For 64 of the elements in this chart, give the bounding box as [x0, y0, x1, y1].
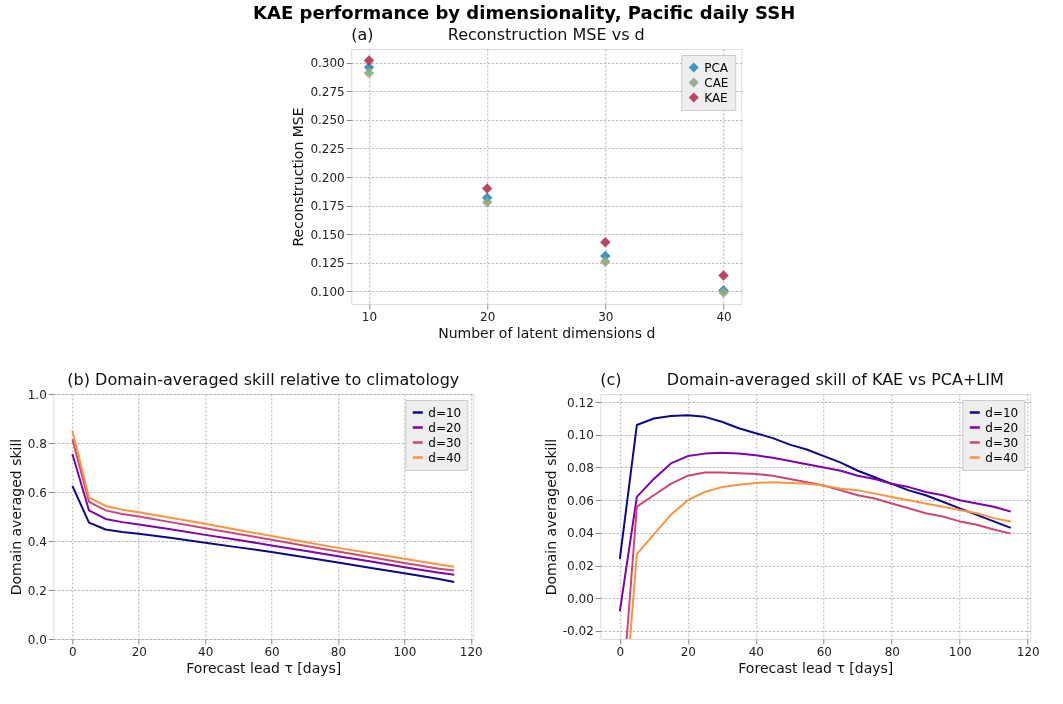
y-tick-label: 0.175 — [310, 199, 345, 214]
x-axis-title: Forecast lead τ [days] — [738, 659, 894, 676]
y-tick-label: 0.225 — [310, 141, 345, 156]
x-tick-label: 30 — [598, 309, 614, 324]
y-tick-label: 0.250 — [310, 113, 345, 128]
x-tick-label: 40 — [198, 644, 214, 659]
x-axis-title: Forecast lead τ [days] — [186, 659, 342, 676]
y-tick-label: 0.300 — [310, 56, 345, 71]
legend-label: KAE — [704, 90, 728, 105]
y-tick-label: 0.100 — [310, 284, 345, 299]
y-tick-label: 0.12 — [567, 395, 594, 410]
y-tick-label: 0.04 — [567, 526, 594, 541]
y-tick-label: 0.275 — [310, 84, 345, 99]
x-tick-label: 80 — [884, 644, 900, 659]
legend-label: d=40 — [428, 450, 462, 465]
y-tick-label: 0.00 — [567, 591, 594, 606]
y-tick-label: 0.0 — [27, 632, 47, 647]
y-tick-label: 0.150 — [310, 227, 345, 242]
legend-label: d=30 — [428, 435, 462, 450]
y-tick-label: 0.06 — [567, 493, 594, 508]
y-axis-title: Domain averaged skill — [7, 438, 24, 596]
x-tick-label: 20 — [131, 644, 147, 659]
x-tick-label: 10 — [361, 309, 378, 324]
chart-title: Domain-averaged skill of KAE vs PCA+LIM — [666, 370, 1004, 389]
x-tick-label: 20 — [680, 644, 696, 659]
y-tick-label: 0.8 — [27, 436, 47, 451]
y-tick-label: 0.6 — [27, 485, 47, 500]
legend-label: d=40 — [985, 450, 1019, 465]
x-tick-label: 60 — [264, 644, 280, 659]
legend-label: CAE — [704, 75, 729, 90]
legend-label: d=10 — [985, 405, 1019, 420]
y-tick-label: 0.4 — [27, 534, 47, 549]
y-tick-label: 0.200 — [310, 170, 345, 185]
legend-label: d=30 — [985, 435, 1019, 450]
x-tick-label: 0 — [616, 644, 625, 659]
y-tick-label: -0.02 — [562, 624, 594, 639]
y-tick-label: 0.02 — [567, 559, 594, 573]
x-tick-label: 0 — [69, 644, 77, 659]
chart-title: KAE performance by dimensionality, Pacific daily SSH — [253, 1, 796, 23]
y-tick-label: 1.0 — [27, 387, 47, 402]
y-tick-label: 0.08 — [567, 461, 594, 475]
y-axis-title: Reconstruction MSE — [290, 107, 307, 247]
x-tick-label: 40 — [716, 309, 732, 324]
x-tick-label: 60 — [816, 644, 832, 659]
x-tick-label: 120 — [459, 644, 483, 659]
legend-label: d=20 — [428, 420, 462, 435]
y-tick-label: 0.125 — [310, 256, 345, 271]
legend-label: d=20 — [985, 420, 1019, 435]
y-tick-label: 0.10 — [567, 428, 594, 443]
text: (c) — [600, 370, 622, 389]
x-tick-label: 100 — [948, 644, 972, 659]
chart-title: (b) Domain-averaged skill relative to climatology — [67, 370, 460, 389]
y-axis-title: Domain averaged skill — [542, 438, 559, 596]
chart-subtitle: Reconstruction MSE vs d — [447, 25, 645, 44]
text: (a) — [351, 25, 374, 44]
legend-label: d=10 — [428, 405, 462, 420]
x-axis-title: Number of latent dimensions d — [438, 324, 656, 341]
x-tick-label: 20 — [480, 309, 496, 324]
legend-label: PCA — [704, 60, 729, 75]
x-tick-label: 80 — [330, 644, 347, 659]
x-tick-label: 120 — [1016, 644, 1040, 659]
x-tick-label: 40 — [748, 644, 764, 659]
y-tick-label: 0.2 — [27, 583, 47, 598]
x-tick-label: 100 — [393, 644, 417, 659]
